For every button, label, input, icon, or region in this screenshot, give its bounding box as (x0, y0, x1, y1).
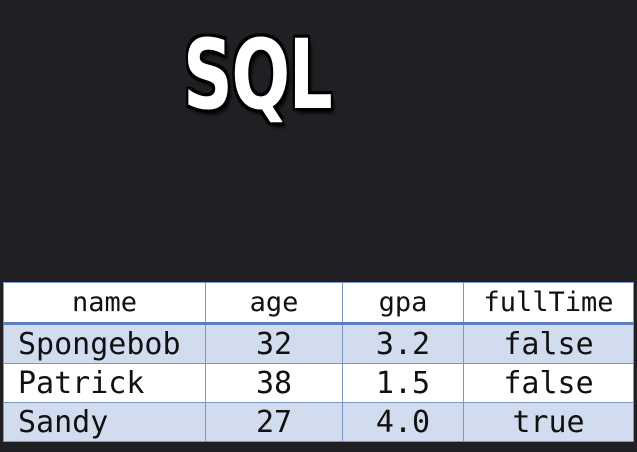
cell-fulltime: false (463, 363, 634, 403)
cell-name: Sandy (3, 402, 206, 442)
column-header-fulltime: fullTime (463, 282, 634, 325)
table-header-row: name age gpa fullTime (3, 282, 634, 325)
cell-gpa: 3.2 (342, 323, 464, 364)
cell-age: 32 (205, 323, 343, 364)
cell-fulltime: false (463, 323, 634, 364)
students-table: name age gpa fullTime Spongebob 32 3.2 f… (3, 282, 634, 442)
table-row: Spongebob 32 3.2 false (3, 323, 634, 364)
column-header-name: name (3, 282, 206, 325)
cell-age: 27 (205, 402, 343, 442)
column-header-gpa: gpa (342, 282, 464, 325)
sql-title: SQL (183, 19, 333, 131)
cell-fulltime: true (463, 402, 634, 442)
column-header-age: age (205, 282, 343, 325)
cell-age: 38 (205, 363, 343, 403)
cell-gpa: 1.5 (342, 363, 464, 403)
cell-gpa: 4.0 (342, 402, 464, 442)
cell-name: Patrick (3, 363, 206, 403)
table-row: Patrick 38 1.5 false (3, 363, 634, 403)
table-row: Sandy 27 4.0 true (3, 402, 634, 442)
cell-name: Spongebob (3, 323, 206, 364)
